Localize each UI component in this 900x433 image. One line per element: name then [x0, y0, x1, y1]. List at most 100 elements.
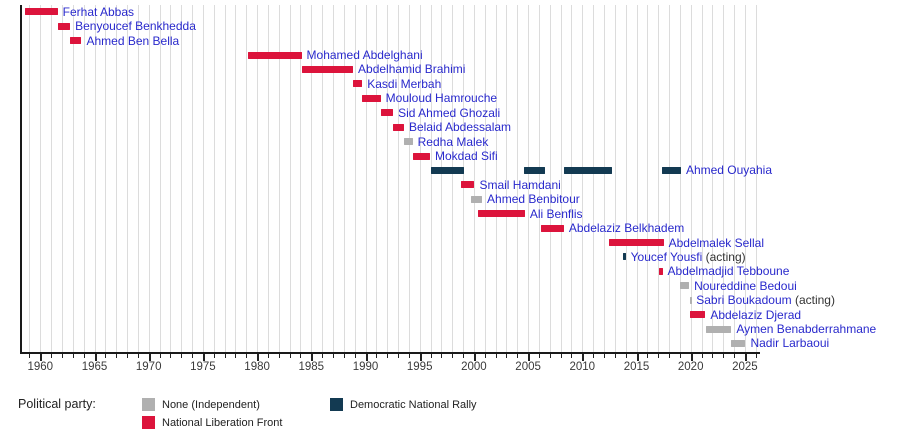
officeholder-label[interactable]: Ahmed Ben Bella — [86, 34, 179, 48]
officeholder-name[interactable]: Ahmed Ouyahia — [685, 163, 772, 178]
officeholder-label[interactable]: Belaid Abdessalam — [409, 120, 511, 134]
year-gridline — [267, 5, 269, 352]
year-gridline — [213, 5, 215, 352]
x-axis-tick-label: 2010 — [569, 361, 596, 373]
officeholder-name[interactable]: Abdelaziz Belkhadem — [568, 221, 685, 236]
officeholder-label[interactable]: Ferhat Abbas — [63, 5, 134, 19]
officeholder-label[interactable]: Abdelaziz Djerad — [710, 308, 801, 322]
officeholder-label[interactable]: Ahmed Ouyahia — [686, 163, 772, 177]
officeholder-name[interactable]: Mohamed Abdelghani — [306, 48, 423, 63]
year-gridline — [636, 5, 638, 352]
x-axis-major-tick — [582, 354, 585, 361]
y-axis-spine — [20, 5, 22, 352]
year-gridline — [94, 5, 96, 352]
officeholder-name[interactable]: Mouloud Hamrouche — [385, 91, 498, 106]
x-axis-minor-tick — [463, 354, 465, 358]
x-axis-major-tick — [419, 354, 422, 361]
officeholder-label[interactable]: Abdelmadjid Tebboune — [668, 264, 790, 278]
year-gridline — [452, 5, 454, 352]
officeholder-name[interactable]: Benyoucef Benkhedda — [75, 19, 196, 34]
timeline-bar-fln — [659, 267, 663, 275]
officeholder-name[interactable]: Sabri Boukadoum — [696, 293, 792, 308]
legend-item-none: None (Independent) — [142, 398, 260, 411]
timeline-bar-fln — [57, 22, 71, 30]
officeholder-label[interactable]: Ali Benflis — [530, 207, 583, 221]
officeholder-name[interactable]: Youcef Yousfi — [630, 249, 703, 264]
timeline-bar-rnd — [661, 166, 681, 174]
year-gridline — [278, 5, 280, 352]
officeholder-name[interactable]: Ahmed Ben Bella — [86, 33, 180, 48]
year-gridline — [311, 5, 313, 352]
x-axis-minor-tick — [300, 354, 302, 358]
timeline-bar-fln — [380, 109, 394, 117]
officeholder-name[interactable]: Ali Benflis — [529, 206, 583, 221]
officeholder-label[interactable]: Noureddine Bedoui — [694, 279, 797, 293]
x-axis-minor-tick — [625, 354, 627, 358]
year-gridline — [463, 5, 465, 352]
officeholder-label[interactable]: Nadir Larbaoui — [750, 336, 829, 350]
x-axis-minor-tick — [517, 354, 519, 358]
x-axis-minor-tick — [116, 354, 118, 358]
officeholder-name[interactable]: Noureddine Bedoui — [694, 278, 797, 293]
officeholder-name[interactable]: Mokdad Sifi — [434, 149, 498, 163]
year-gridline — [376, 5, 378, 352]
x-axis-minor-tick — [603, 354, 605, 358]
officeholder-label[interactable]: Benyoucef Benkhedda — [75, 19, 196, 33]
officeholder-name[interactable]: Ferhat Abbas — [62, 4, 135, 19]
officeholder-label[interactable]: Abdelaziz Belkhadem — [569, 221, 684, 235]
x-axis-minor-tick — [734, 354, 736, 358]
officeholder-label[interactable]: Sabri Boukadoum (acting) — [696, 293, 835, 307]
legend-label-none: None (Independent) — [162, 398, 260, 411]
timeline-bar-rnd — [430, 166, 465, 174]
officeholder-name[interactable]: Abdelhamid Brahimi — [358, 62, 466, 77]
officeholder-label[interactable]: Abdelmalek Sellal — [669, 236, 764, 250]
officeholder-name[interactable]: Smail Hamdani — [479, 177, 561, 192]
officeholder-label[interactable]: Aymen Benabderrahmane — [736, 322, 876, 336]
officeholder-name[interactable]: Abdelaziz Djerad — [710, 307, 802, 322]
year-gridline — [495, 5, 497, 352]
officeholder-name[interactable]: Redha Malek — [417, 134, 489, 149]
year-gridline — [506, 5, 508, 352]
officeholder-name[interactable]: Kasdi Merbah — [367, 76, 442, 91]
year-gridline — [246, 5, 248, 352]
year-gridline — [538, 5, 540, 352]
officeholder-label[interactable]: Redha Malek — [418, 135, 489, 149]
year-gridline — [473, 5, 475, 352]
year-gridline — [658, 5, 660, 352]
officeholder-name[interactable]: Aymen Benabderrahmane — [736, 322, 877, 337]
officeholder-label[interactable]: Ahmed Benbitour — [487, 192, 580, 206]
legend-swatch-none — [142, 398, 155, 411]
officeholder-label[interactable]: Mokdad Sifi — [435, 149, 498, 163]
year-gridline — [398, 5, 400, 352]
officeholder-name[interactable]: Sid Ahmed Ghozali — [398, 105, 501, 120]
officeholder-label[interactable]: Smail Hamdani — [479, 178, 560, 192]
legend-title: Political party: — [18, 397, 96, 411]
acting-suffix: (acting) — [791, 293, 835, 308]
x-axis-minor-tick — [332, 354, 334, 358]
year-gridline — [181, 5, 183, 352]
timeline-bar-none — [689, 296, 692, 304]
officeholder-label[interactable]: Mohamed Abdelghani — [307, 48, 423, 62]
legend-label-fln: National Liberation Front — [162, 416, 283, 429]
officeholder-label[interactable]: Kasdi Merbah — [367, 77, 441, 91]
x-axis-minor-tick — [289, 354, 291, 358]
x-axis-tick-label: 1965 — [81, 361, 108, 373]
officeholder-name[interactable]: Abdelmalek Sellal — [668, 235, 764, 250]
x-axis-minor-tick — [267, 354, 269, 358]
x-axis-minor-tick — [105, 354, 107, 358]
timeline-bar-rnd — [523, 166, 545, 174]
x-axis-minor-tick — [224, 354, 226, 358]
officeholder-name[interactable]: Belaid Abdessalam — [408, 120, 512, 135]
officeholder-label[interactable]: Mouloud Hamrouche — [386, 91, 497, 105]
x-axis-minor-tick — [538, 354, 540, 358]
x-axis-minor-tick — [83, 354, 85, 358]
officeholder-label[interactable]: Abdelhamid Brahimi — [358, 62, 465, 76]
year-gridline — [137, 5, 139, 352]
officeholder-label[interactable]: Youcef Yousfi (acting) — [631, 250, 746, 264]
officeholder-label[interactable]: Sid Ahmed Ghozali — [398, 106, 500, 120]
officeholder-name[interactable]: Ahmed Benbitour — [487, 192, 580, 207]
legend-label-rnd: Democratic National Rally — [350, 398, 477, 411]
year-gridline — [593, 5, 595, 352]
officeholder-name[interactable]: Abdelmadjid Tebboune — [667, 264, 790, 279]
officeholder-name[interactable]: Nadir Larbaoui — [750, 336, 830, 351]
